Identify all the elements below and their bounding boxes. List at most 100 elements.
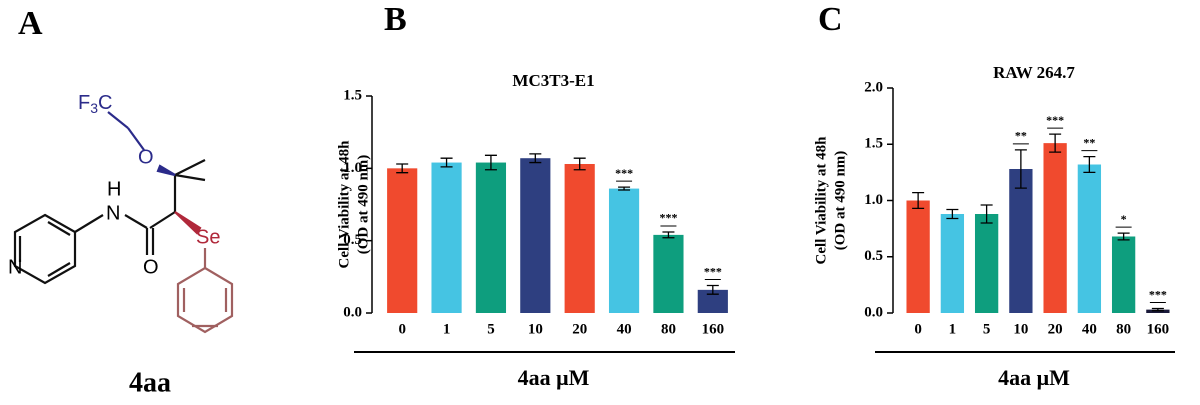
error-bar: [573, 157, 586, 171]
atom: F: [78, 92, 90, 114]
y-tick-label: 0.5: [864, 248, 883, 264]
chart-title: MC3T3-E1: [512, 71, 594, 90]
atom-label: Se: [196, 226, 220, 248]
error-bar: [396, 163, 409, 174]
error-bar: [662, 231, 675, 239]
error-bar: [912, 191, 925, 210]
error-bar: [1151, 307, 1164, 312]
bond: [74, 214, 104, 233]
bar: [1009, 169, 1033, 313]
significance-label: **: [1083, 135, 1095, 149]
error-bar: [1083, 155, 1096, 174]
error-bar: [484, 154, 497, 171]
y-tick-label: 0.0: [864, 304, 883, 320]
wedge-bond: [174, 211, 202, 235]
significance-label: **: [1015, 129, 1027, 143]
error-bar: [618, 186, 631, 191]
y-tick-label: 0.5: [343, 232, 362, 248]
bar: [1077, 164, 1102, 313]
x-tick-label: 20: [1048, 321, 1063, 337]
y-axis-label: (OD at 490 nm): [832, 151, 848, 251]
bond: [107, 111, 129, 129]
atom-label: F3C: [78, 92, 112, 115]
error-bar: [1014, 149, 1027, 189]
bar: [906, 200, 930, 313]
x-tick-label: 20: [572, 321, 587, 337]
error-bar: [1049, 133, 1062, 153]
x-tick-label: 5: [983, 321, 991, 337]
atom-label: N: [8, 256, 22, 278]
y-tick-label: 1.0: [343, 160, 362, 176]
bar: [431, 162, 462, 313]
y-tick-label: 1.0: [864, 192, 883, 208]
bar: [653, 234, 684, 313]
bar: [1043, 143, 1067, 313]
pyridine-ring: [13, 213, 77, 285]
x-tick-label: 80: [1116, 321, 1131, 337]
x-axis-label: 4aa μM: [518, 365, 590, 390]
significance-label: ***: [1149, 287, 1167, 301]
wedge-bond: [156, 164, 176, 177]
y-axis-label: Cell Viability at 48h: [336, 140, 352, 269]
panel-label: A: [18, 5, 43, 42]
y-tick-label: 1.5: [343, 87, 362, 103]
bar: [475, 162, 507, 313]
error-bar: [1117, 232, 1130, 241]
bond: [47, 262, 71, 277]
bar: [608, 188, 640, 313]
error-bar: [946, 208, 959, 220]
x-tick-label: 0: [914, 321, 922, 337]
error-bar: [529, 153, 542, 164]
x-tick-label: 80: [661, 321, 676, 337]
panel-label: B: [384, 1, 407, 38]
atom-label: O: [143, 256, 159, 278]
error-bar: [706, 284, 719, 295]
error-bar: [440, 157, 453, 168]
y-tick-label: 2.0: [864, 79, 883, 95]
significance-label: ***: [659, 211, 677, 225]
x-tick-label: 160: [702, 321, 725, 337]
x-tick-label: 0: [398, 321, 406, 337]
bar: [697, 289, 728, 313]
significance-label: ***: [1046, 113, 1064, 127]
bond: [47, 221, 71, 236]
significance-label: ***: [615, 166, 633, 180]
y-axis-label: Cell Viability at 48h: [813, 136, 829, 265]
y-tick-label: 1.5: [864, 136, 883, 152]
bar: [520, 158, 551, 313]
bond: [124, 214, 148, 229]
bar: [1111, 236, 1136, 313]
x-tick-label: 160: [1147, 321, 1170, 337]
x-tick-label: 40: [1082, 321, 1097, 337]
panel-label: C: [818, 1, 843, 38]
bond: [127, 127, 145, 151]
bar: [387, 168, 418, 313]
x-tick-label: 1: [443, 321, 451, 337]
x-tick-label: 10: [1013, 321, 1028, 337]
significance-label: *: [1121, 212, 1127, 226]
bond: [174, 159, 206, 176]
compound-label: 4aa: [129, 367, 171, 398]
chart-title: RAW 264.7: [993, 63, 1075, 82]
bar: [564, 163, 595, 313]
atom-label: O: [138, 146, 154, 168]
x-tick-label: 1: [949, 321, 957, 337]
x-tick-label: 5: [487, 321, 495, 337]
x-tick-label: 40: [617, 321, 632, 337]
bar: [974, 214, 999, 313]
bond: [174, 173, 206, 182]
phenyl-ring: [176, 266, 234, 334]
atom-label: N: [106, 202, 120, 224]
atom: C: [98, 92, 112, 114]
significance-label: ***: [704, 264, 722, 278]
y-axis-label: (OD at 490 nm): [355, 155, 371, 255]
x-axis-label: 4aa μM: [998, 365, 1070, 390]
y-tick-label: 0.0: [343, 304, 362, 320]
structure: [13, 111, 234, 334]
x-tick-label: 10: [528, 321, 543, 337]
error-bar: [980, 204, 993, 224]
bar: [940, 214, 965, 313]
atom-label: H: [107, 178, 121, 200]
bond: [149, 211, 176, 229]
